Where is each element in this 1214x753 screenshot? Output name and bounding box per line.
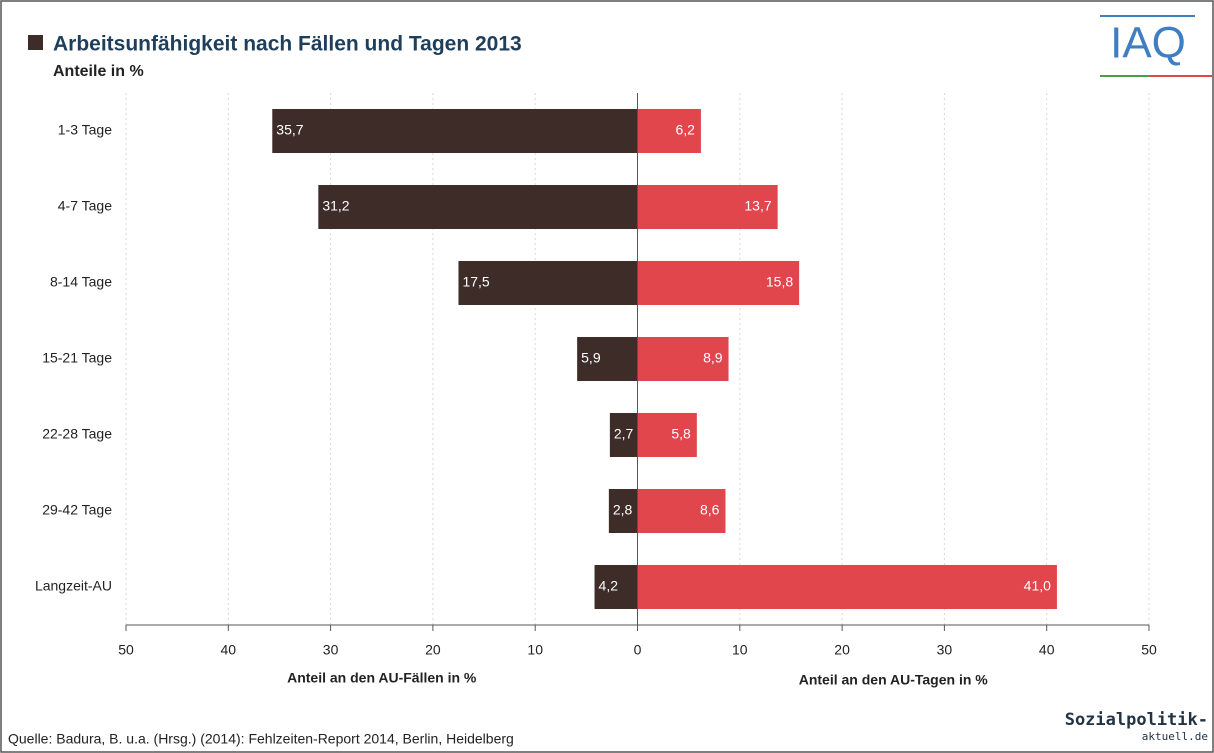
x-tick-label: 10 <box>527 642 543 658</box>
chart-subtitle: Anteile in % <box>53 63 144 80</box>
value-label: 4,2 <box>599 578 619 594</box>
x-axis-title: Anteil an den AU-Fällen in % <box>287 670 477 686</box>
value-label: 8,9 <box>703 350 723 366</box>
logo-sozialpolitik: aktuell.de <box>1142 730 1208 743</box>
x-tick-label: 30 <box>323 642 339 658</box>
x-tick-label: 50 <box>118 642 134 658</box>
x-tick-label: 10 <box>732 642 748 658</box>
logo-sozialpolitik: Sozialpolitik- <box>1065 710 1208 730</box>
x-tick-label: 20 <box>425 642 441 658</box>
y-tick-label: 8-14 Tage <box>50 274 112 290</box>
x-tick-label: 40 <box>221 642 237 658</box>
title-marker <box>28 35 43 50</box>
value-label: 5,8 <box>671 426 691 442</box>
y-tick-label: 4-7 Tage <box>58 198 112 214</box>
value-label: 13,7 <box>744 198 771 214</box>
x-tick-label: 20 <box>834 642 850 658</box>
chart: Arbeitsunfähigkeit nach Fällen und Tagen… <box>0 0 1214 753</box>
y-tick-label: 1-3 Tage <box>58 122 112 138</box>
y-tick-label: 29-42 Tage <box>42 502 112 518</box>
bar <box>638 565 1057 609</box>
bar <box>318 185 637 229</box>
bar <box>272 109 637 153</box>
chart-title: Arbeitsunfähigkeit nach Fällen und Tagen… <box>53 33 522 56</box>
x-tick-label: 30 <box>937 642 953 658</box>
value-label: 2,7 <box>614 426 634 442</box>
source: Quelle: Badura, B. u.a. (Hrsg.) (2014): … <box>8 731 514 747</box>
logo-iaq: IAQ <box>1110 19 1186 68</box>
value-label: 41,0 <box>1024 578 1051 594</box>
value-label: 17,5 <box>462 274 489 290</box>
y-tick-label: 22-28 Tage <box>42 426 112 442</box>
value-label: 15,8 <box>766 274 793 290</box>
x-tick-label: 0 <box>634 642 642 658</box>
x-tick-label: 40 <box>1039 642 1055 658</box>
value-label: 6,2 <box>675 122 695 138</box>
value-label: 5,9 <box>581 350 601 366</box>
value-label: 31,2 <box>322 198 349 214</box>
value-label: 35,7 <box>276 122 303 138</box>
value-label: 2,8 <box>613 502 633 518</box>
x-tick-label: 50 <box>1141 642 1157 658</box>
y-tick-label: Langzeit-AU <box>35 578 112 594</box>
x-axis-title: Anteil an den AU-Tagen in % <box>799 672 989 688</box>
value-label: 8,6 <box>700 502 720 518</box>
y-tick-label: 15-21 Tage <box>42 350 112 366</box>
